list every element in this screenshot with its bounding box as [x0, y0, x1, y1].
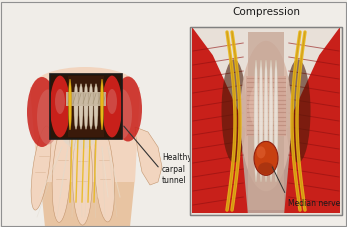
Polygon shape	[40, 177, 135, 227]
Text: Healthy
carpal
tunnel: Healthy carpal tunnel	[162, 153, 192, 185]
Ellipse shape	[274, 60, 278, 182]
Ellipse shape	[112, 89, 132, 139]
Ellipse shape	[102, 76, 122, 137]
Bar	[248, 32, 284, 210]
Ellipse shape	[254, 60, 258, 182]
Bar	[66, 91, 106, 106]
Bar	[50, 74, 122, 139]
Ellipse shape	[101, 79, 103, 130]
Ellipse shape	[55, 89, 65, 114]
Ellipse shape	[58, 94, 102, 150]
Ellipse shape	[37, 162, 133, 192]
Ellipse shape	[74, 84, 78, 129]
Ellipse shape	[94, 84, 98, 129]
Ellipse shape	[52, 127, 71, 222]
Ellipse shape	[27, 77, 57, 147]
Ellipse shape	[50, 76, 70, 137]
Bar	[190, 27, 342, 215]
Ellipse shape	[114, 76, 142, 141]
Bar	[192, 128, 340, 213]
Polygon shape	[30, 87, 140, 182]
Polygon shape	[192, 27, 248, 213]
Ellipse shape	[254, 141, 278, 175]
Ellipse shape	[258, 162, 274, 174]
Bar	[190, 27, 342, 215]
Bar	[68, 76, 104, 137]
Ellipse shape	[240, 41, 292, 191]
Ellipse shape	[286, 59, 311, 163]
Ellipse shape	[107, 89, 117, 114]
Ellipse shape	[256, 146, 265, 158]
Text: Median nerve: Median nerve	[288, 199, 340, 208]
Polygon shape	[135, 127, 162, 185]
Ellipse shape	[37, 89, 59, 145]
Ellipse shape	[68, 79, 71, 130]
Text: Compression: Compression	[232, 7, 300, 17]
Ellipse shape	[94, 127, 115, 222]
Ellipse shape	[79, 84, 83, 129]
Ellipse shape	[31, 126, 51, 210]
Ellipse shape	[259, 60, 263, 182]
Ellipse shape	[84, 84, 88, 129]
Ellipse shape	[249, 80, 277, 132]
Ellipse shape	[89, 84, 93, 129]
Ellipse shape	[73, 127, 93, 225]
Ellipse shape	[264, 60, 268, 182]
Bar	[246, 76, 286, 136]
Ellipse shape	[33, 67, 137, 107]
Ellipse shape	[221, 59, 246, 163]
Polygon shape	[284, 27, 340, 213]
Bar	[50, 74, 122, 139]
Ellipse shape	[269, 60, 273, 182]
